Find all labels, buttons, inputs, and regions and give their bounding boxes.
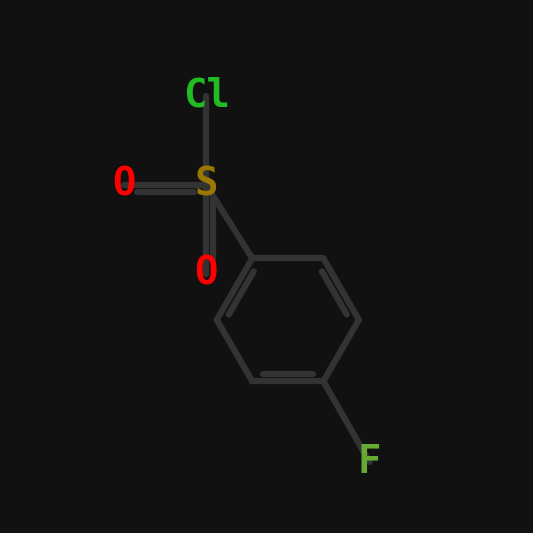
Text: F: F bbox=[358, 443, 381, 481]
Text: Cl: Cl bbox=[183, 77, 230, 115]
Text: O: O bbox=[195, 255, 218, 293]
Text: S: S bbox=[195, 166, 218, 204]
Text: O: O bbox=[112, 166, 136, 204]
